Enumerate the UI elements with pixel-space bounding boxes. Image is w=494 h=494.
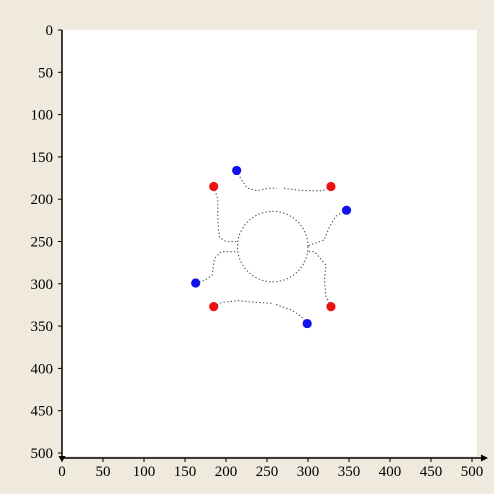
trajectory-paths: [195, 170, 347, 324]
data-point: [209, 181, 219, 192]
trajectory-path-4: [307, 209, 347, 247]
y-tick-label: 50: [38, 65, 53, 81]
x-tick-label: 450: [420, 464, 443, 480]
trajectory-path-5: [195, 251, 238, 284]
x-tick-label: 100: [133, 464, 156, 480]
trajectory-path-3: [281, 186, 332, 192]
trajectory-path-1: [236, 170, 277, 192]
y-tick-label: 200: [31, 192, 54, 208]
y-tick-label: 350: [31, 319, 54, 335]
data-point: [326, 181, 336, 192]
data-point: [326, 302, 336, 312]
x-tick-label: 0: [58, 464, 66, 480]
y-tick-label: 500: [31, 446, 54, 462]
y-tick-label: 150: [31, 150, 54, 166]
x-tick-label: 400: [379, 464, 402, 480]
y-tick-label: 0: [46, 23, 54, 39]
formation-circle-path: [236, 210, 309, 283]
y-tick-label: 450: [31, 404, 54, 420]
y-tick-label: 100: [31, 108, 54, 124]
data-point: [191, 278, 201, 288]
data-point: [341, 205, 352, 215]
x-tick-label: 500: [461, 464, 484, 480]
y-tick-label: 300: [31, 277, 54, 293]
plot-area: [62, 30, 477, 456]
trajectory-path-7: [308, 251, 332, 307]
data-points: [191, 165, 352, 329]
x-tick-label: 250: [256, 464, 279, 480]
x-tick-label: 150: [174, 464, 197, 480]
y-tick-label: 400: [31, 361, 54, 377]
data-point: [232, 165, 242, 176]
trajectory-path-2: [213, 186, 238, 243]
y-tick-label: 250: [31, 235, 54, 251]
trajectory-path-8: [275, 303, 308, 324]
data-point: [209, 302, 219, 312]
x-tick-label: 200: [215, 464, 238, 480]
trajectory-path-6: [213, 300, 272, 308]
x-tick-label: 300: [297, 464, 320, 480]
x-axis-arrow: [481, 454, 488, 462]
x-tick-label: 50: [96, 464, 111, 480]
x-tick-label: 350: [338, 464, 361, 480]
data-point: [302, 318, 312, 329]
